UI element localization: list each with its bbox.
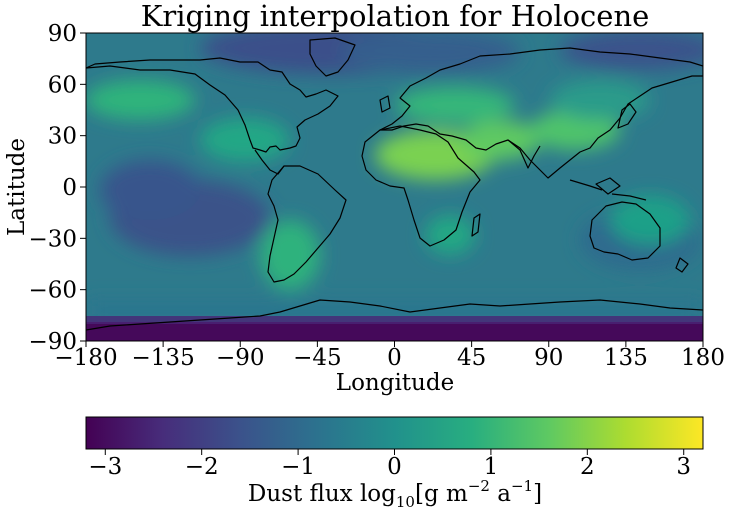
x-tick-label: 135	[604, 345, 648, 371]
colorbar-tick-label: −2	[185, 454, 219, 480]
y-tick-label: −30	[28, 226, 77, 252]
x-axis-label: Longitude	[336, 370, 454, 396]
dust-flux-field	[86, 33, 703, 341]
y-tick-label: 90	[48, 21, 77, 47]
colorbar-label: Dust flux log10[g m−2 a−1]	[248, 477, 542, 511]
colorbar-tick-label: 1	[484, 454, 499, 480]
x-tick-label: −135	[132, 345, 195, 371]
colorbar-tick-label: 0	[387, 454, 402, 480]
y-axis-label: Latitude	[4, 138, 30, 236]
x-tick-label: 0	[387, 345, 402, 371]
colorbar-tick-label: 3	[676, 454, 691, 480]
colorbar-tick-label: 2	[580, 454, 595, 480]
y-tick-label: −60	[28, 278, 77, 304]
x-tick-label: 90	[534, 345, 563, 371]
x-tick-label: −180	[54, 345, 117, 371]
x-axis: −180 −135 −90 −45 0 45 90 135 180	[54, 341, 725, 371]
y-tick-label: −90	[28, 329, 77, 355]
y-tick-label: 60	[48, 72, 77, 98]
y-tick-label: 30	[48, 124, 77, 150]
x-tick-label: −90	[216, 345, 265, 371]
colorbar-tick-label: −3	[88, 454, 122, 480]
coastlines	[86, 37, 703, 331]
colorbar-tick-label: −1	[281, 454, 315, 480]
x-tick-label: 45	[457, 345, 486, 371]
map-title: Kriging interpolation for Holocene	[141, 0, 650, 33]
colorbar	[85, 416, 704, 450]
y-tick-label: 0	[62, 175, 77, 201]
y-axis: 90 60 30 0 −30 −60 −90	[28, 21, 86, 355]
colorbar-axis: −3 −2 −1 0 1 2 3	[88, 449, 691, 480]
x-tick-label: 180	[681, 345, 725, 371]
x-tick-label: −45	[293, 345, 342, 371]
